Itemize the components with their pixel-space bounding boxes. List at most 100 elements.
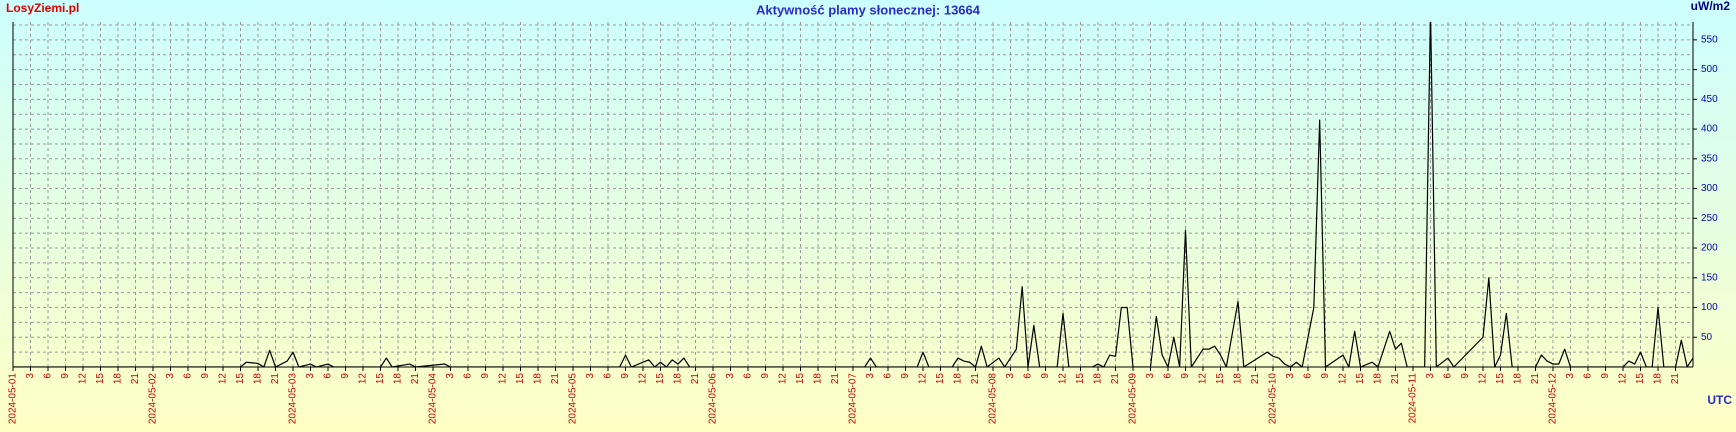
x-tick-label: 18 <box>1513 373 1524 385</box>
x-tick-label: 15 <box>935 373 946 385</box>
x-tick-label: 2024-05-02 <box>148 373 159 425</box>
x-tick-label: 3 <box>585 373 596 379</box>
x-tick-label: 18 <box>673 373 684 385</box>
x-tick-label: 3 <box>25 373 36 379</box>
x-tick-label: 12 <box>1058 373 1069 385</box>
x-tick-label: 15 <box>375 373 386 385</box>
y-tick-label: 150 <box>1701 272 1718 283</box>
x-tick-label: 15 <box>795 373 806 385</box>
x-tick-label: 12 <box>358 373 369 385</box>
x-tick-label: 2024-05-08 <box>988 373 999 425</box>
x-tick-label: 12 <box>638 373 649 385</box>
x-tick-label: 15 <box>1355 373 1366 385</box>
y-tick-label: 400 <box>1701 124 1718 135</box>
x-tick-label: 18 <box>253 373 264 385</box>
x-tick-label: 12 <box>1478 373 1489 385</box>
data-line <box>13 22 1693 367</box>
x-tick-label: 9 <box>1320 373 1331 379</box>
x-tick-label: 3 <box>865 373 876 379</box>
x-tick-label: 18 <box>813 373 824 385</box>
x-tick-label: 2024-05-09 <box>1128 373 1139 425</box>
y-tick-label: 250 <box>1701 213 1718 224</box>
x-tick-label: 21 <box>1530 373 1541 385</box>
y-tick-label: 300 <box>1701 183 1718 194</box>
x-tick-label: 2024-05-05 <box>568 373 579 425</box>
x-tick-label: 2024-05-12 <box>1548 373 1559 425</box>
chart-title: Aktywność plamy słonecznej: 13664 <box>756 2 981 17</box>
x-tick-label: 15 <box>1495 373 1506 385</box>
y-tick-label: 100 <box>1701 302 1718 313</box>
x-tick-label: 18 <box>1373 373 1384 385</box>
x-tick-label: 3 <box>725 373 736 379</box>
x-tick-label: 18 <box>393 373 404 385</box>
y-tick-label: 50 <box>1701 332 1713 343</box>
x-tick-label: 9 <box>1040 373 1051 379</box>
x-tick-label: 18 <box>113 373 124 385</box>
x-tick-label: 15 <box>515 373 526 385</box>
x-tick-label: 18 <box>1233 373 1244 385</box>
x-tick-label: 6 <box>743 373 754 379</box>
plot-area <box>13 22 1693 367</box>
x-tick-label: 6 <box>1163 373 1174 379</box>
x-tick-label: 12 <box>218 373 229 385</box>
x-tick-label: 9 <box>760 373 771 379</box>
y-axis-label: uW/m2 <box>1691 0 1731 13</box>
x-tick-label: 15 <box>1635 373 1646 385</box>
x-tick-label: 6 <box>323 373 334 379</box>
x-tick-label: 21 <box>690 373 701 385</box>
x-tick-label: 18 <box>1653 373 1664 385</box>
x-tick-label: 12 <box>78 373 89 385</box>
x-tick-label: 15 <box>1215 373 1226 385</box>
x-tick-label: 12 <box>918 373 929 385</box>
y-tick-label: 550 <box>1701 34 1718 45</box>
x-tick-label: 21 <box>410 373 421 385</box>
source: LosyZiemi.pl <box>6 1 79 15</box>
x-tick-label: 2024-05-04 <box>428 373 439 425</box>
x-tick-label: 21 <box>1670 373 1681 385</box>
x-tick-label: 6 <box>1303 373 1314 379</box>
x-tick-label: 6 <box>883 373 894 379</box>
x-tick-label: 6 <box>463 373 474 379</box>
y-tick-label: 500 <box>1701 64 1718 75</box>
x-tick-label: 15 <box>1075 373 1086 385</box>
x-tick-label: 18 <box>533 373 544 385</box>
x-tick-label: 12 <box>498 373 509 385</box>
axes: 50 100 150 200 250 300 350 400 450 500 550 2024-05-… <box>8 22 1718 424</box>
x-tick-label: 2024-05-03 <box>288 373 299 425</box>
x-tick-label: 6 <box>603 373 614 379</box>
x-tick-label: 2024-05-11 <box>1408 373 1419 424</box>
x-tick-label: 6 <box>1023 373 1034 379</box>
y-tick-label: 200 <box>1701 243 1718 254</box>
x-tick-label: 21 <box>130 373 141 385</box>
x-tick-label: 9 <box>1180 373 1191 379</box>
x-tick-label: 6 <box>1443 373 1454 379</box>
x-tick-label: 9 <box>200 373 211 379</box>
x-tick-label: 3 <box>305 373 316 379</box>
x-tick-label: 2024-05-07 <box>848 373 859 425</box>
x-tick-label: 18 <box>953 373 964 385</box>
y-tick-label: 350 <box>1701 153 1718 164</box>
x-tick-label: 15 <box>95 373 106 385</box>
x-tick-label: 3 <box>1005 373 1016 379</box>
x-tick-label: 21 <box>970 373 981 385</box>
x-tick-label: 21 <box>830 373 841 385</box>
x-tick-label: 3 <box>1565 373 1576 379</box>
x-tick-label: 15 <box>655 373 666 385</box>
x-tick-label: 3 <box>1285 373 1296 379</box>
x-tick-label: 3 <box>445 373 456 379</box>
x-tick-label: 9 <box>1460 373 1471 379</box>
y-tick-label: 450 <box>1701 94 1718 105</box>
x-tick-label: 2024-05-06 <box>708 373 719 425</box>
x-tick-label: 9 <box>900 373 911 379</box>
x-tick-label: 21 <box>1250 373 1261 385</box>
x-tick-label: 12 <box>1618 373 1629 385</box>
x-tick-label: 2024-05-10 <box>1268 373 1279 425</box>
x-tick-label: 21 <box>1110 373 1121 385</box>
x-tick-label: 9 <box>620 373 631 379</box>
x-tick-label: 12 <box>1198 373 1209 385</box>
x-tick-label: 3 <box>1425 373 1436 379</box>
x-tick-label: 6 <box>1583 373 1594 379</box>
